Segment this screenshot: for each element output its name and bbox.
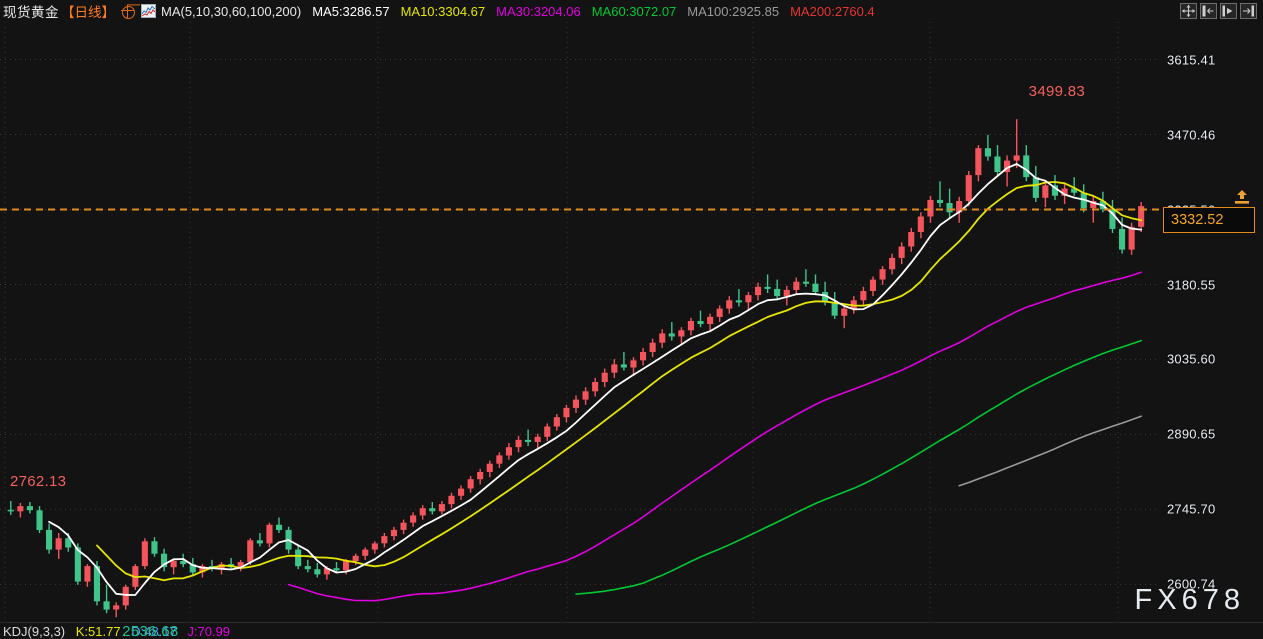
ma5-value: MA5:3286.57 [312,3,390,19]
vertical-gridlines [4,22,1119,622]
kdj-legend: KDJ(9,3,3) K:51.77 D:48.17 J:70.99 [3,624,230,639]
ma100-value: MA100:2925.85 [687,3,780,19]
crosshair-move-icon[interactable] [1180,3,1197,19]
axis-tick-1: 3470.46 [1167,127,1216,142]
crosshair-circle-icon[interactable] [121,4,135,19]
ma5-line [48,163,1143,596]
high-price-annotation: 3499.83 [1028,83,1085,101]
axis-tick-6: 2745.70 [1167,501,1216,517]
kdj-j-value: J:70.99 [187,624,231,639]
axis-tick-7: 2600.74 [1167,576,1216,592]
axis-tick-0: 3615.41 [1167,52,1216,67]
instrument-name: 现货黄金 [3,5,59,20]
axis-tick-4: 3035.60 [1167,351,1216,367]
period-label: 【日线】 [61,5,115,20]
current-price-arrow-icon [1234,189,1250,207]
plot-background [0,22,1160,622]
chart-toolbar [1180,3,1257,19]
ma200-value: MA200:2760.4 [790,3,875,19]
axis-tick-3: 3180.55 [1167,277,1216,292]
price-plot[interactable]: 3499.83 2762.13 2536.68 [0,22,1160,639]
price-axis[interactable]: 3615.413470.463325.503180.553035.602890.… [1160,22,1263,639]
candlesticks [7,119,1145,618]
kdj-d-value: D:48.17 [131,624,177,639]
low-price-annotation: 2536.68 [122,623,179,639]
kdj-name: KDJ(9,3,3) [3,624,66,639]
watermark-logo: FX678 [1134,584,1245,616]
ma100-line [958,415,1142,487]
ma30-value: MA30:3204.06 [496,3,581,19]
align-right-icon[interactable] [1220,3,1237,19]
ma60-line [575,339,1142,595]
ma30-line [287,271,1142,602]
scroll-to-end-icon[interactable] [1240,3,1257,19]
ma10-value: MA10:3304.67 [400,3,486,19]
candlestick-canvas[interactable] [0,22,1160,622]
kdj-k-value: K:51.77 [75,624,121,639]
current-price-tag[interactable]: 3332.52 [1163,206,1255,233]
chart-header: 现货黄金 【日线】 MA(5,10,30,60,100,200) MA5:328… [0,0,1263,22]
ma-definition: MA(5,10,30,60,100,200) [161,3,302,19]
kdj-indicator-pane[interactable]: KDJ(9,3,3) K:51.77 D:48.17 J:70.99 [0,622,1263,639]
align-left-icon[interactable] [1200,3,1217,19]
mini-chart-icon[interactable] [141,4,156,18]
ma60-value: MA60:3072.07 [591,3,677,19]
prior-high-annotation: 2762.13 [10,472,67,490]
axis-tick-5: 2890.65 [1167,426,1216,442]
ma10-line [96,181,1143,582]
